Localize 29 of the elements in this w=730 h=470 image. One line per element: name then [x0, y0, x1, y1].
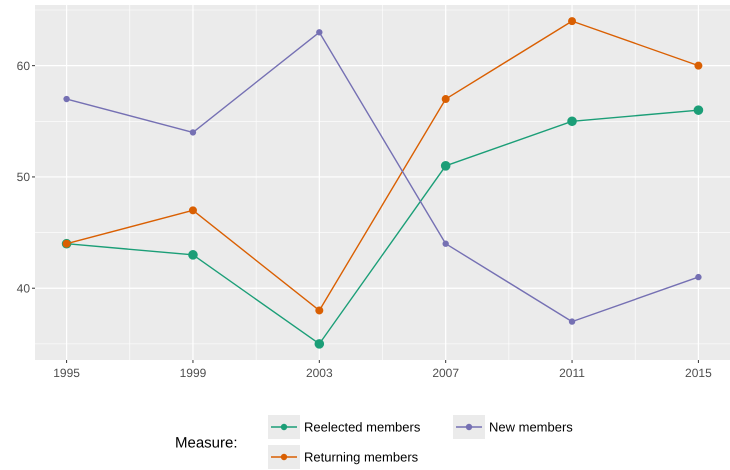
point [440, 161, 450, 171]
point [568, 318, 576, 325]
point [314, 339, 324, 349]
x-tick-label: 2003 [306, 366, 333, 380]
legend-label: Returning members [304, 450, 419, 465]
x-tick-label: 1999 [180, 366, 207, 380]
x-tick-label: 1995 [53, 366, 80, 380]
point [63, 96, 70, 102]
point [695, 274, 702, 280]
point [188, 206, 197, 214]
point [568, 17, 576, 26]
legend-label: New members [489, 420, 574, 435]
point [442, 95, 450, 104]
point [190, 129, 196, 136]
point [694, 105, 704, 115]
point [567, 116, 577, 126]
legend-label: Reelected members [304, 420, 421, 435]
legend-title: Measure: [175, 434, 238, 452]
y-tick-label: 50 [16, 170, 30, 184]
y-tick-label: 60 [16, 58, 30, 73]
x-tick-label: 2011 [559, 366, 586, 380]
point [315, 306, 324, 314]
point [442, 240, 449, 247]
point [316, 29, 323, 36]
x-tick-label: 2015 [685, 366, 712, 380]
point [188, 250, 198, 260]
y-tick-label: 40 [16, 281, 30, 296]
x-tick-label: 2007 [432, 366, 460, 380]
point [694, 62, 702, 70]
